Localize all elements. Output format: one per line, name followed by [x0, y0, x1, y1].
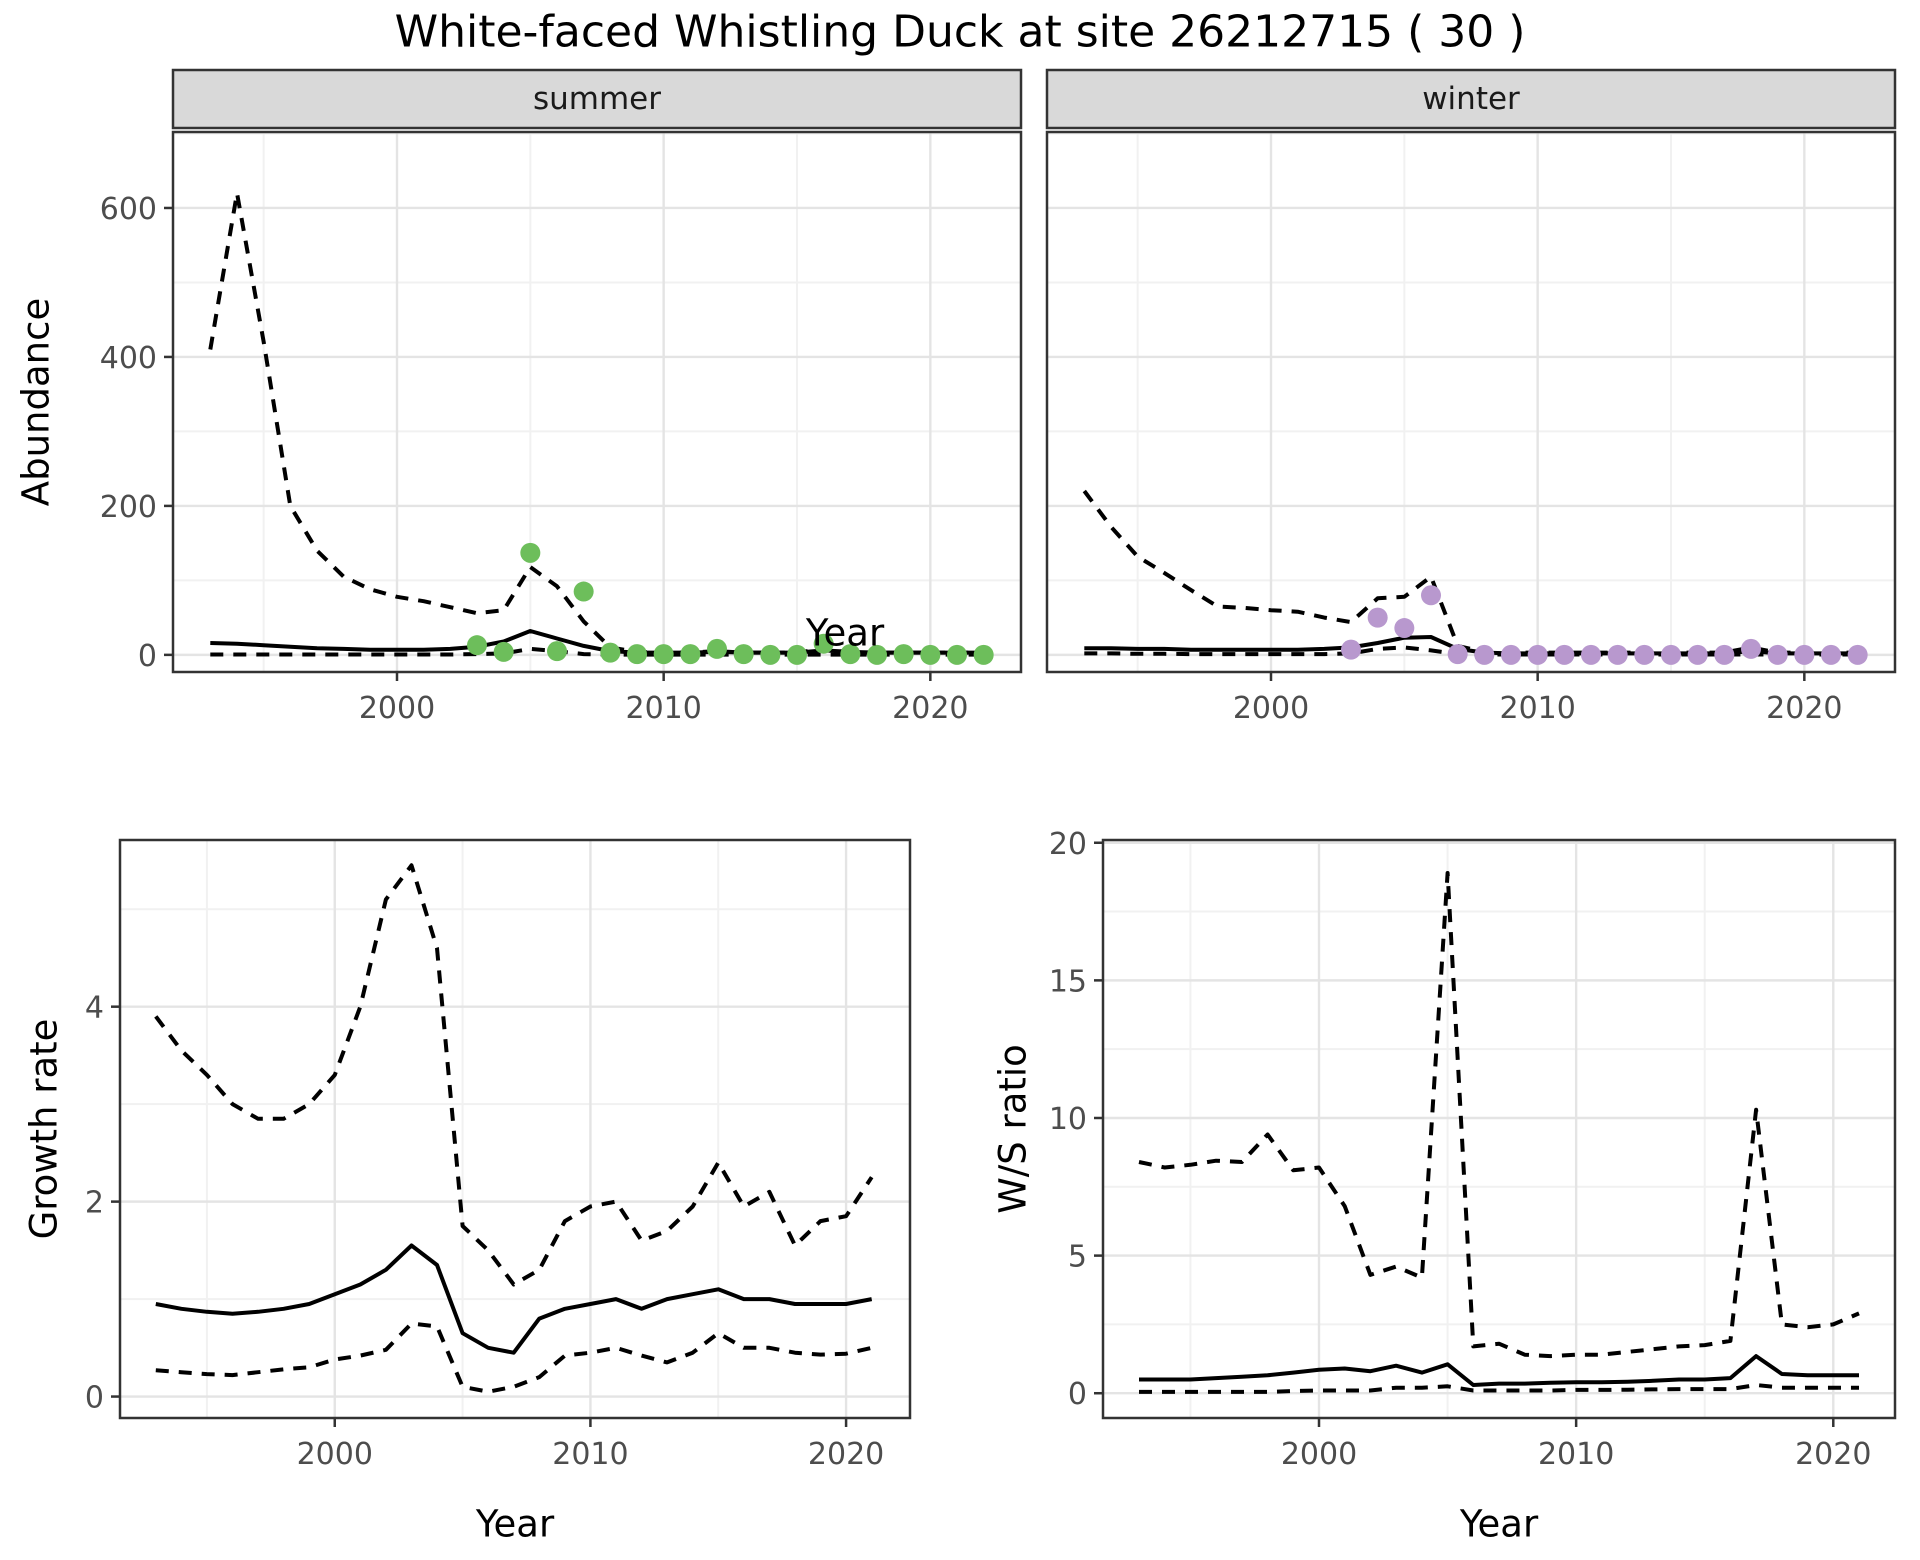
svg-text:0: 0	[85, 1381, 104, 1416]
svg-text:0: 0	[138, 639, 157, 674]
year-axis-title-top: Year	[805, 611, 885, 655]
page-title: White-faced Whistling Duck at site 26212…	[394, 6, 1526, 58]
svg-text:2020: 2020	[1795, 1437, 1871, 1472]
svg-text:2020: 2020	[1766, 691, 1842, 726]
svg-text:400: 400	[100, 341, 157, 376]
growth-rate-axis-title: Growth rate	[22, 1018, 66, 1240]
facet-strip-winter: winter	[1047, 70, 1895, 128]
facet-strip-summer: summer	[173, 70, 1021, 128]
svg-text:15: 15	[1049, 964, 1087, 999]
svg-text:2020: 2020	[808, 1437, 884, 1472]
svg-text:0: 0	[1068, 1377, 1087, 1412]
ws-ratio-axis-title: W/S ratio	[991, 1044, 1035, 1214]
facet-strip-summer-label: summer	[532, 81, 661, 117]
svg-text:2010: 2010	[1499, 691, 1575, 726]
svg-text:5: 5	[1068, 1240, 1087, 1275]
year-axis-title-ws: Year	[1459, 1502, 1539, 1546]
facet-strip-winter-label: winter	[1422, 81, 1520, 117]
svg-text:10: 10	[1049, 1102, 1087, 1137]
svg-text:2010: 2010	[552, 1437, 628, 1472]
abundance-axis-title: Abundance	[14, 297, 58, 507]
svg-text:2: 2	[85, 1186, 104, 1221]
svg-text:200: 200	[100, 490, 157, 525]
svg-text:4: 4	[85, 991, 104, 1026]
svg-text:20: 20	[1049, 827, 1087, 862]
svg-text:2000: 2000	[359, 691, 435, 726]
svg-text:2010: 2010	[625, 691, 701, 726]
svg-text:2000: 2000	[297, 1437, 373, 1472]
svg-text:2000: 2000	[1233, 691, 1309, 726]
year-axis-title-growth: Year	[475, 1502, 555, 1546]
svg-text:600: 600	[100, 192, 157, 227]
svg-text:2010: 2010	[1538, 1437, 1614, 1472]
svg-text:2020: 2020	[892, 691, 968, 726]
svg-text:2000: 2000	[1281, 1437, 1357, 1472]
